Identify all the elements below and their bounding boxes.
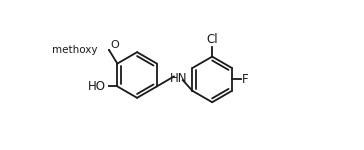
Text: HO: HO xyxy=(88,80,106,93)
Text: Cl: Cl xyxy=(206,33,218,46)
Text: F: F xyxy=(241,73,248,86)
Text: HN: HN xyxy=(170,72,187,85)
Text: O: O xyxy=(110,40,119,50)
Text: methoxy: methoxy xyxy=(52,45,98,55)
